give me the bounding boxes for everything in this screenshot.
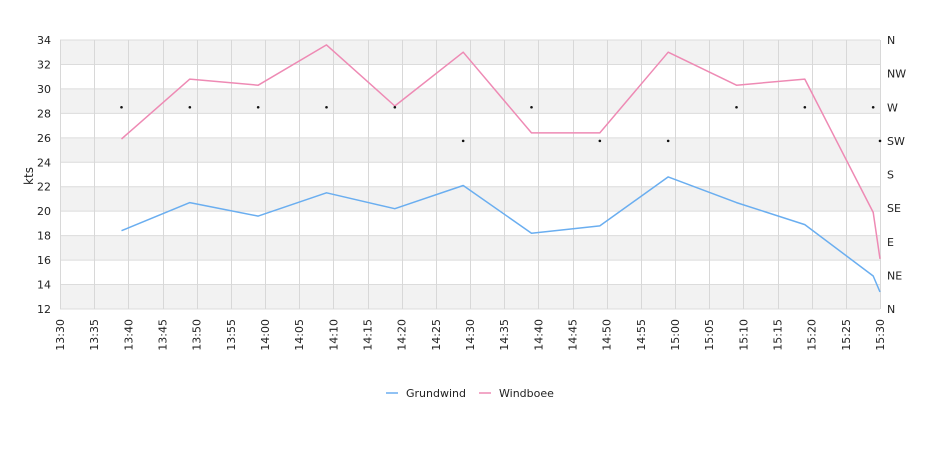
y-tick-label: 20 (37, 205, 51, 218)
direction-point (735, 105, 738, 109)
x-tick-label: 14:40 (532, 319, 545, 351)
x-tick-label: 13:40 (122, 319, 135, 351)
x-tick-label: 14:00 (259, 319, 272, 351)
direction-point (803, 105, 807, 109)
direction-markers (120, 105, 882, 143)
y-axis-ticks: 12 14 16 18 20 22 24 26 28 30 32 34 (37, 34, 51, 316)
direction-point (530, 105, 533, 109)
series-line-windboee (121, 44, 881, 260)
x-tick-label: 14:05 (293, 319, 306, 351)
legend-label-windboee: Windboee (499, 387, 554, 400)
direction-point (461, 139, 465, 143)
x-tick-label: 14:35 (498, 319, 511, 351)
series-lines (121, 44, 881, 293)
y-tick-label: 26 (37, 132, 51, 145)
x-tick-label: 15:05 (703, 319, 716, 351)
x-tick-label: 15:00 (669, 319, 682, 351)
y-tick-label: 28 (37, 107, 51, 120)
x-tick-label: 14:25 (430, 319, 443, 351)
right-tick-label: N (887, 34, 895, 47)
right-tick-label: E (887, 236, 894, 249)
right-tick-label: N (887, 303, 895, 316)
direction-point (256, 105, 260, 109)
vertical-gridlines (60, 40, 881, 309)
direction-point (393, 105, 397, 109)
x-tick-label: 14:10 (327, 319, 340, 351)
y-tick-label: 30 (37, 83, 51, 96)
right-tick-label: SW (887, 135, 905, 148)
y-axis-title: kts (22, 167, 36, 185)
right-tick-label: NE (887, 269, 902, 282)
x-tick-label: 15:30 (874, 319, 887, 351)
y-tick-label: 32 (37, 58, 51, 71)
legend-label-grundwind: Grundwind (406, 387, 466, 400)
series-line-grundwind (121, 176, 881, 293)
x-tick-label: 15:25 (840, 319, 853, 351)
x-axis-ticks: 13:30 13:35 13:40 13:45 13:50 13:55 14:00 14:05… (54, 319, 887, 351)
x-tick-label: 13:55 (225, 319, 238, 351)
y-tick-label: 12 (37, 303, 51, 316)
direction-point (188, 105, 192, 109)
direction-point (871, 105, 875, 109)
x-tick-label: 13:50 (191, 319, 204, 351)
right-tick-label: NW (887, 68, 906, 81)
x-tick-label: 13:30 (54, 319, 67, 351)
x-tick-label: 14:20 (396, 319, 409, 351)
y-tick-label: 16 (37, 254, 51, 267)
y-tick-label: 34 (37, 34, 51, 47)
x-tick-label: 14:50 (601, 319, 614, 351)
right-tick-label: W (887, 101, 898, 114)
direction-point (666, 139, 670, 143)
x-tick-label: 15:20 (806, 319, 819, 351)
x-tick-label: 14:45 (567, 319, 580, 351)
x-tick-label: 13:35 (88, 319, 101, 351)
x-tick-label: 13:45 (157, 319, 170, 351)
direction-point (878, 139, 882, 143)
right-tick-label: SE (887, 202, 901, 215)
x-tick-label: 15:15 (772, 319, 785, 351)
y-tick-label: 14 (37, 279, 51, 292)
y-tick-label: 22 (37, 181, 51, 194)
direction-point (598, 139, 602, 143)
x-tick-label: 14:30 (464, 319, 477, 351)
direction-point (325, 105, 328, 109)
y-tick-label: 24 (37, 156, 51, 169)
x-tick-label: 14:15 (362, 319, 375, 351)
direction-point (120, 105, 123, 109)
x-tick-label: 15:10 (737, 319, 750, 351)
x-tick-label: 14:55 (635, 319, 648, 351)
right-axis-ticks: N NE E SE S SW W NW N (887, 34, 906, 316)
right-tick-label: S (887, 169, 894, 182)
legend: Grundwind Windboee (386, 387, 554, 400)
y-tick-label: 18 (37, 230, 51, 243)
